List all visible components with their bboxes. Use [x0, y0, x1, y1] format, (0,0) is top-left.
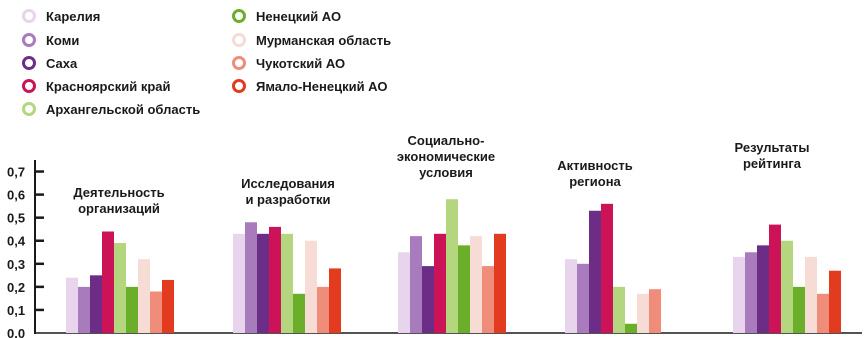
legend-marker-icon [22, 33, 36, 47]
bar-5 [613, 286, 625, 333]
y-tick-label: 0,1 [7, 303, 25, 318]
legend-marker-icon [22, 79, 36, 93]
chart-legend: Карелия Коми Саха Красноярский край Архангел… [0, 0, 868, 130]
bar-7 [305, 240, 317, 333]
bar-1 [66, 277, 78, 333]
bar-7 [637, 293, 649, 333]
legend-marker-icon [232, 79, 246, 93]
bar-5 [781, 240, 793, 333]
legend-item: Саха [22, 54, 77, 72]
bar-6 [126, 286, 138, 333]
legend-marker-icon [22, 56, 36, 70]
bar-9 [162, 279, 174, 333]
bar-5 [446, 199, 458, 333]
group-title-line: организаций [78, 201, 160, 216]
bar-1 [565, 259, 577, 333]
legend-label: Ямало-Ненецкий АО [256, 78, 388, 94]
bar-7 [805, 256, 817, 333]
legend-marker-icon [22, 102, 36, 116]
bar-4 [769, 224, 781, 333]
bar-1 [733, 256, 745, 333]
group-title-line: и разработки [245, 192, 330, 207]
bar-3 [757, 245, 769, 333]
legend-marker-icon [232, 9, 246, 23]
bar-6 [458, 245, 470, 333]
bar-5 [114, 243, 126, 333]
group-title-line: рейтинга [743, 156, 802, 171]
legend-marker-icon [232, 33, 246, 47]
legend-item: Архангельской область [22, 100, 200, 118]
bar-8 [817, 293, 829, 333]
bar-9 [494, 233, 506, 333]
bar-6 [793, 286, 805, 333]
bar-4 [269, 226, 281, 333]
bar-8 [649, 289, 661, 333]
legend-label: Чукотский АО [256, 55, 346, 71]
group-title-line: Результаты [735, 140, 810, 155]
bar-2 [577, 263, 589, 333]
legend-item: Ямало-Ненецкий АО [232, 77, 388, 95]
group-title-line: Исследования [241, 176, 335, 191]
bar-7 [138, 259, 150, 333]
bar-3 [90, 275, 102, 333]
bar-1 [398, 252, 410, 333]
legend-item: Чукотский АО [232, 54, 345, 72]
y-tick-label: 0,7 [7, 165, 25, 180]
bar-2 [410, 236, 422, 333]
legend-label: Карелия [46, 8, 101, 24]
bar-5 [281, 233, 293, 333]
legend-marker-icon [232, 56, 246, 70]
bar-4 [434, 233, 446, 333]
legend-label: Мурманская область [256, 32, 392, 48]
bar-2 [245, 222, 257, 333]
group-title-line: Деятельность [73, 185, 164, 200]
y-tick-label: 0,2 [7, 280, 25, 295]
legend-label: Ненецкий АО [256, 8, 342, 24]
bar-4 [102, 231, 114, 333]
legend-item: Карелия [22, 7, 100, 25]
y-tick-label: 0,4 [7, 234, 26, 249]
group-title-line: экономические [397, 149, 495, 164]
bar-3 [257, 233, 269, 333]
legend-label: Коми [46, 32, 80, 48]
bar-9 [329, 268, 341, 333]
bar-4 [601, 203, 613, 333]
y-tick-label: 0,6 [7, 188, 25, 203]
bar-8 [482, 266, 494, 333]
y-tick-label: 0.0 [7, 326, 25, 338]
legend-item: Красноярский край [22, 77, 170, 95]
bar-7 [470, 236, 482, 333]
bar-8 [150, 291, 162, 333]
group-title-line: условия [419, 165, 473, 180]
legend-label: Архангельской область [46, 101, 201, 117]
group-title-line: Активность [557, 158, 632, 173]
bar-9 [829, 270, 841, 333]
legend-item: Ненецкий АО [232, 7, 341, 25]
bar-3 [589, 210, 601, 333]
bar-6 [293, 293, 305, 333]
bar-8 [317, 286, 329, 333]
legend-item: Мурманская область [232, 31, 391, 49]
legend-marker-icon [22, 9, 36, 23]
y-tick-label: 0,3 [7, 257, 25, 272]
legend-label: Саха [46, 55, 78, 71]
bar-1 [233, 233, 245, 333]
group-title-line: Социально- [408, 133, 485, 148]
group-title-line: региона [569, 174, 621, 189]
bar-3 [422, 266, 434, 333]
y-tick-label: 0,5 [7, 211, 25, 226]
bar-2 [745, 252, 757, 333]
bar-2 [78, 286, 90, 333]
legend-item: Коми [22, 31, 79, 49]
legend-label: Красноярский край [46, 78, 171, 94]
bar-6 [625, 323, 637, 333]
